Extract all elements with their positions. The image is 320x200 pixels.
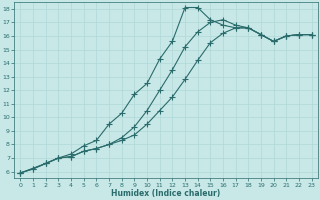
X-axis label: Humidex (Indice chaleur): Humidex (Indice chaleur)	[111, 189, 221, 198]
